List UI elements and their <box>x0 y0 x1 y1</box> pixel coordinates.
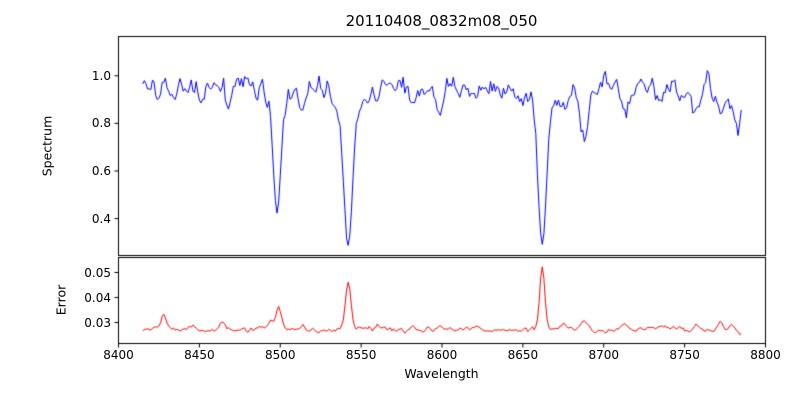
y-tick-label: 1.0 <box>91 68 111 83</box>
x-tick-label: 8650 <box>507 348 539 362</box>
y-tick-label: 0.04 <box>84 290 111 305</box>
x-tick-label: 8600 <box>426 348 458 362</box>
x-axis-label: Wavelength <box>404 366 479 381</box>
spectrum-axis-label: Spectrum <box>39 115 55 177</box>
x-tick-label: 8450 <box>184 348 215 362</box>
y-tick-label: 0.03 <box>84 315 111 330</box>
x-tick-label: 8700 <box>588 348 620 362</box>
error-axis-label: Error <box>53 284 69 316</box>
x-tick-label: 8550 <box>345 348 377 362</box>
y-tick-label: 0.05 <box>84 265 111 280</box>
y-tick-label: 0.4 <box>91 211 111 226</box>
x-tick-label: 8400 <box>103 348 134 362</box>
y-tick-label: 0.8 <box>91 116 111 131</box>
plot-title: 20110408_0832m08_050 <box>345 12 538 30</box>
x-tick-label: 8500 <box>264 348 296 362</box>
x-tick-label: 8750 <box>669 348 700 362</box>
x-tick-label: 8800 <box>750 348 781 362</box>
y-tick-label: 0.6 <box>91 163 111 178</box>
